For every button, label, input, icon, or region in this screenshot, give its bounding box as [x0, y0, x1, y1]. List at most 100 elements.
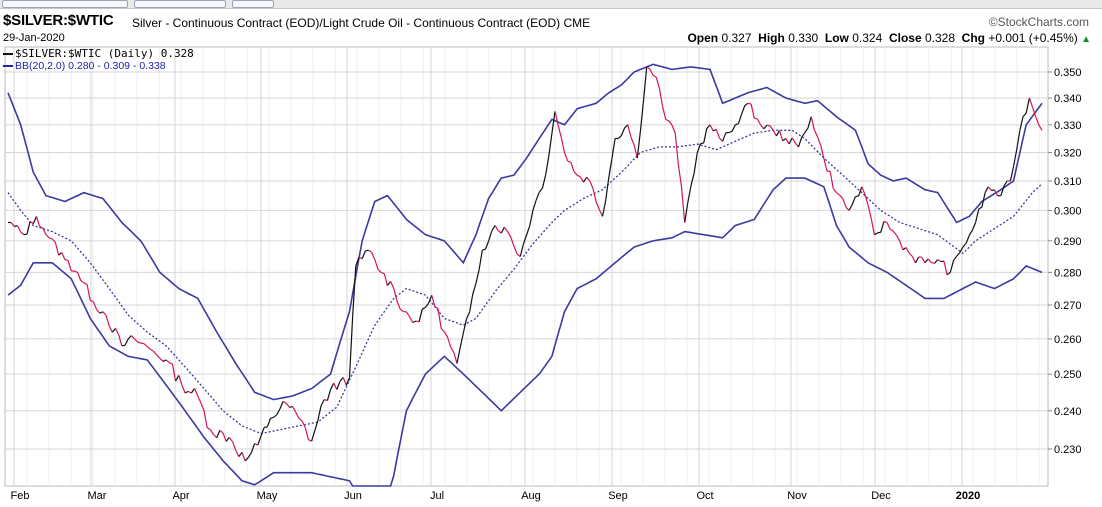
price-segment: [475, 269, 480, 284]
price-segment: [1035, 116, 1040, 126]
toolbar-button[interactable]: [232, 0, 274, 8]
price-segment: [225, 437, 230, 442]
price-segment: [503, 226, 509, 232]
price-segment: [465, 311, 471, 320]
price-segment: [48, 237, 53, 240]
price-segment: [58, 252, 63, 256]
price-segment: [643, 66, 648, 100]
bb-lower-line: [7, 177, 1043, 487]
price-segment: [124, 338, 129, 346]
price-segment: [668, 120, 673, 126]
price-segment: [677, 165, 683, 187]
price-segment: [636, 131, 641, 159]
ohlc-readout: Open 0.327 High 0.330 Low 0.324 Close 0.…: [687, 31, 1091, 45]
price-segment: [538, 187, 543, 193]
price-segment: [26, 221, 31, 235]
price-segment: [611, 138, 616, 159]
chg-label: Chg: [961, 31, 985, 45]
price-segment: [194, 388, 199, 397]
price-segment: [209, 429, 215, 435]
price-segment: [994, 189, 999, 197]
price-segment: [532, 200, 537, 211]
price-segment: [791, 137, 796, 144]
price-segment: [978, 206, 983, 210]
price-segment: [801, 132, 806, 138]
price-segment: [782, 138, 787, 142]
price-segment: [658, 88, 664, 107]
price-segment: [434, 306, 439, 310]
price-segment: [295, 411, 300, 419]
price-segment: [867, 205, 872, 219]
price-segment: [662, 106, 667, 120]
price-segment: [162, 359, 167, 362]
price-segment: [440, 328, 445, 333]
price-segment: [880, 221, 885, 233]
bb-upper-line: [7, 63, 1043, 401]
price-segment: [861, 186, 866, 195]
price-segment: [598, 209, 604, 217]
price-segment: [96, 308, 101, 314]
y-tick-label: 0.340: [1054, 93, 1082, 105]
y-tick-label: 0.270: [1054, 300, 1082, 312]
legend-bb-label: BB(20,2.0) 0.280 - 0.309 - 0.338: [15, 60, 166, 72]
price-segment: [911, 256, 917, 264]
price-segment: [203, 410, 208, 428]
price-segment: [371, 251, 376, 260]
price-segment: [646, 66, 651, 70]
price-segment: [706, 124, 711, 129]
price-segment: [276, 408, 281, 416]
price-segment: [674, 132, 679, 166]
price-segment: [700, 142, 704, 145]
x-tick-label: Apr: [172, 490, 189, 502]
price-segment: [914, 256, 920, 264]
price-segment: [889, 228, 894, 232]
toolbar-button[interactable]: [134, 0, 226, 8]
price-segment: [127, 335, 132, 340]
bb-middle-line: [7, 129, 1043, 435]
price-segment: [1025, 97, 1030, 114]
price-segment: [813, 129, 819, 137]
price-segment: [794, 142, 799, 148]
price-segment: [1022, 112, 1027, 118]
price-segment: [190, 388, 196, 394]
price-segment: [927, 258, 932, 263]
price-segment: [769, 125, 774, 131]
price-segment: [937, 259, 942, 263]
price-segment: [987, 186, 992, 191]
price-segment: [412, 320, 417, 324]
price-segment: [785, 138, 790, 145]
price-segment: [744, 102, 749, 107]
price-segment: [1028, 97, 1034, 108]
price-segment: [778, 130, 784, 141]
price-segment: [482, 248, 486, 251]
price-segment: [333, 382, 338, 390]
price-segment: [45, 234, 50, 239]
x-tick-label: Oct: [696, 490, 713, 502]
price-segment: [216, 430, 221, 438]
price-segment: [630, 136, 635, 146]
price-segment: [415, 320, 420, 323]
price-segment: [548, 133, 553, 157]
price-segment: [329, 382, 335, 390]
price-segment: [687, 185, 692, 203]
price-segment: [491, 225, 496, 232]
price-segment: [500, 226, 505, 234]
price-segment: [446, 336, 452, 348]
price-segment: [965, 235, 970, 244]
price-segment: [1019, 116, 1024, 131]
y-tick-label: 0.350: [1054, 67, 1082, 79]
price-segment: [1009, 166, 1015, 182]
price-segment: [797, 137, 803, 148]
price-segment: [864, 193, 869, 206]
price-segment: [478, 250, 483, 270]
price-segment: [374, 259, 379, 270]
price-segment: [557, 125, 562, 139]
brand-label[interactable]: ©StockCharts.com: [988, 15, 1089, 29]
price-segment: [146, 345, 151, 350]
price-segment: [754, 117, 758, 120]
price-segment: [140, 342, 145, 345]
price-segment: [671, 124, 676, 134]
price-segment: [582, 176, 588, 183]
price-segment: [10, 222, 15, 227]
toolbar-field[interactable]: [2, 0, 128, 8]
